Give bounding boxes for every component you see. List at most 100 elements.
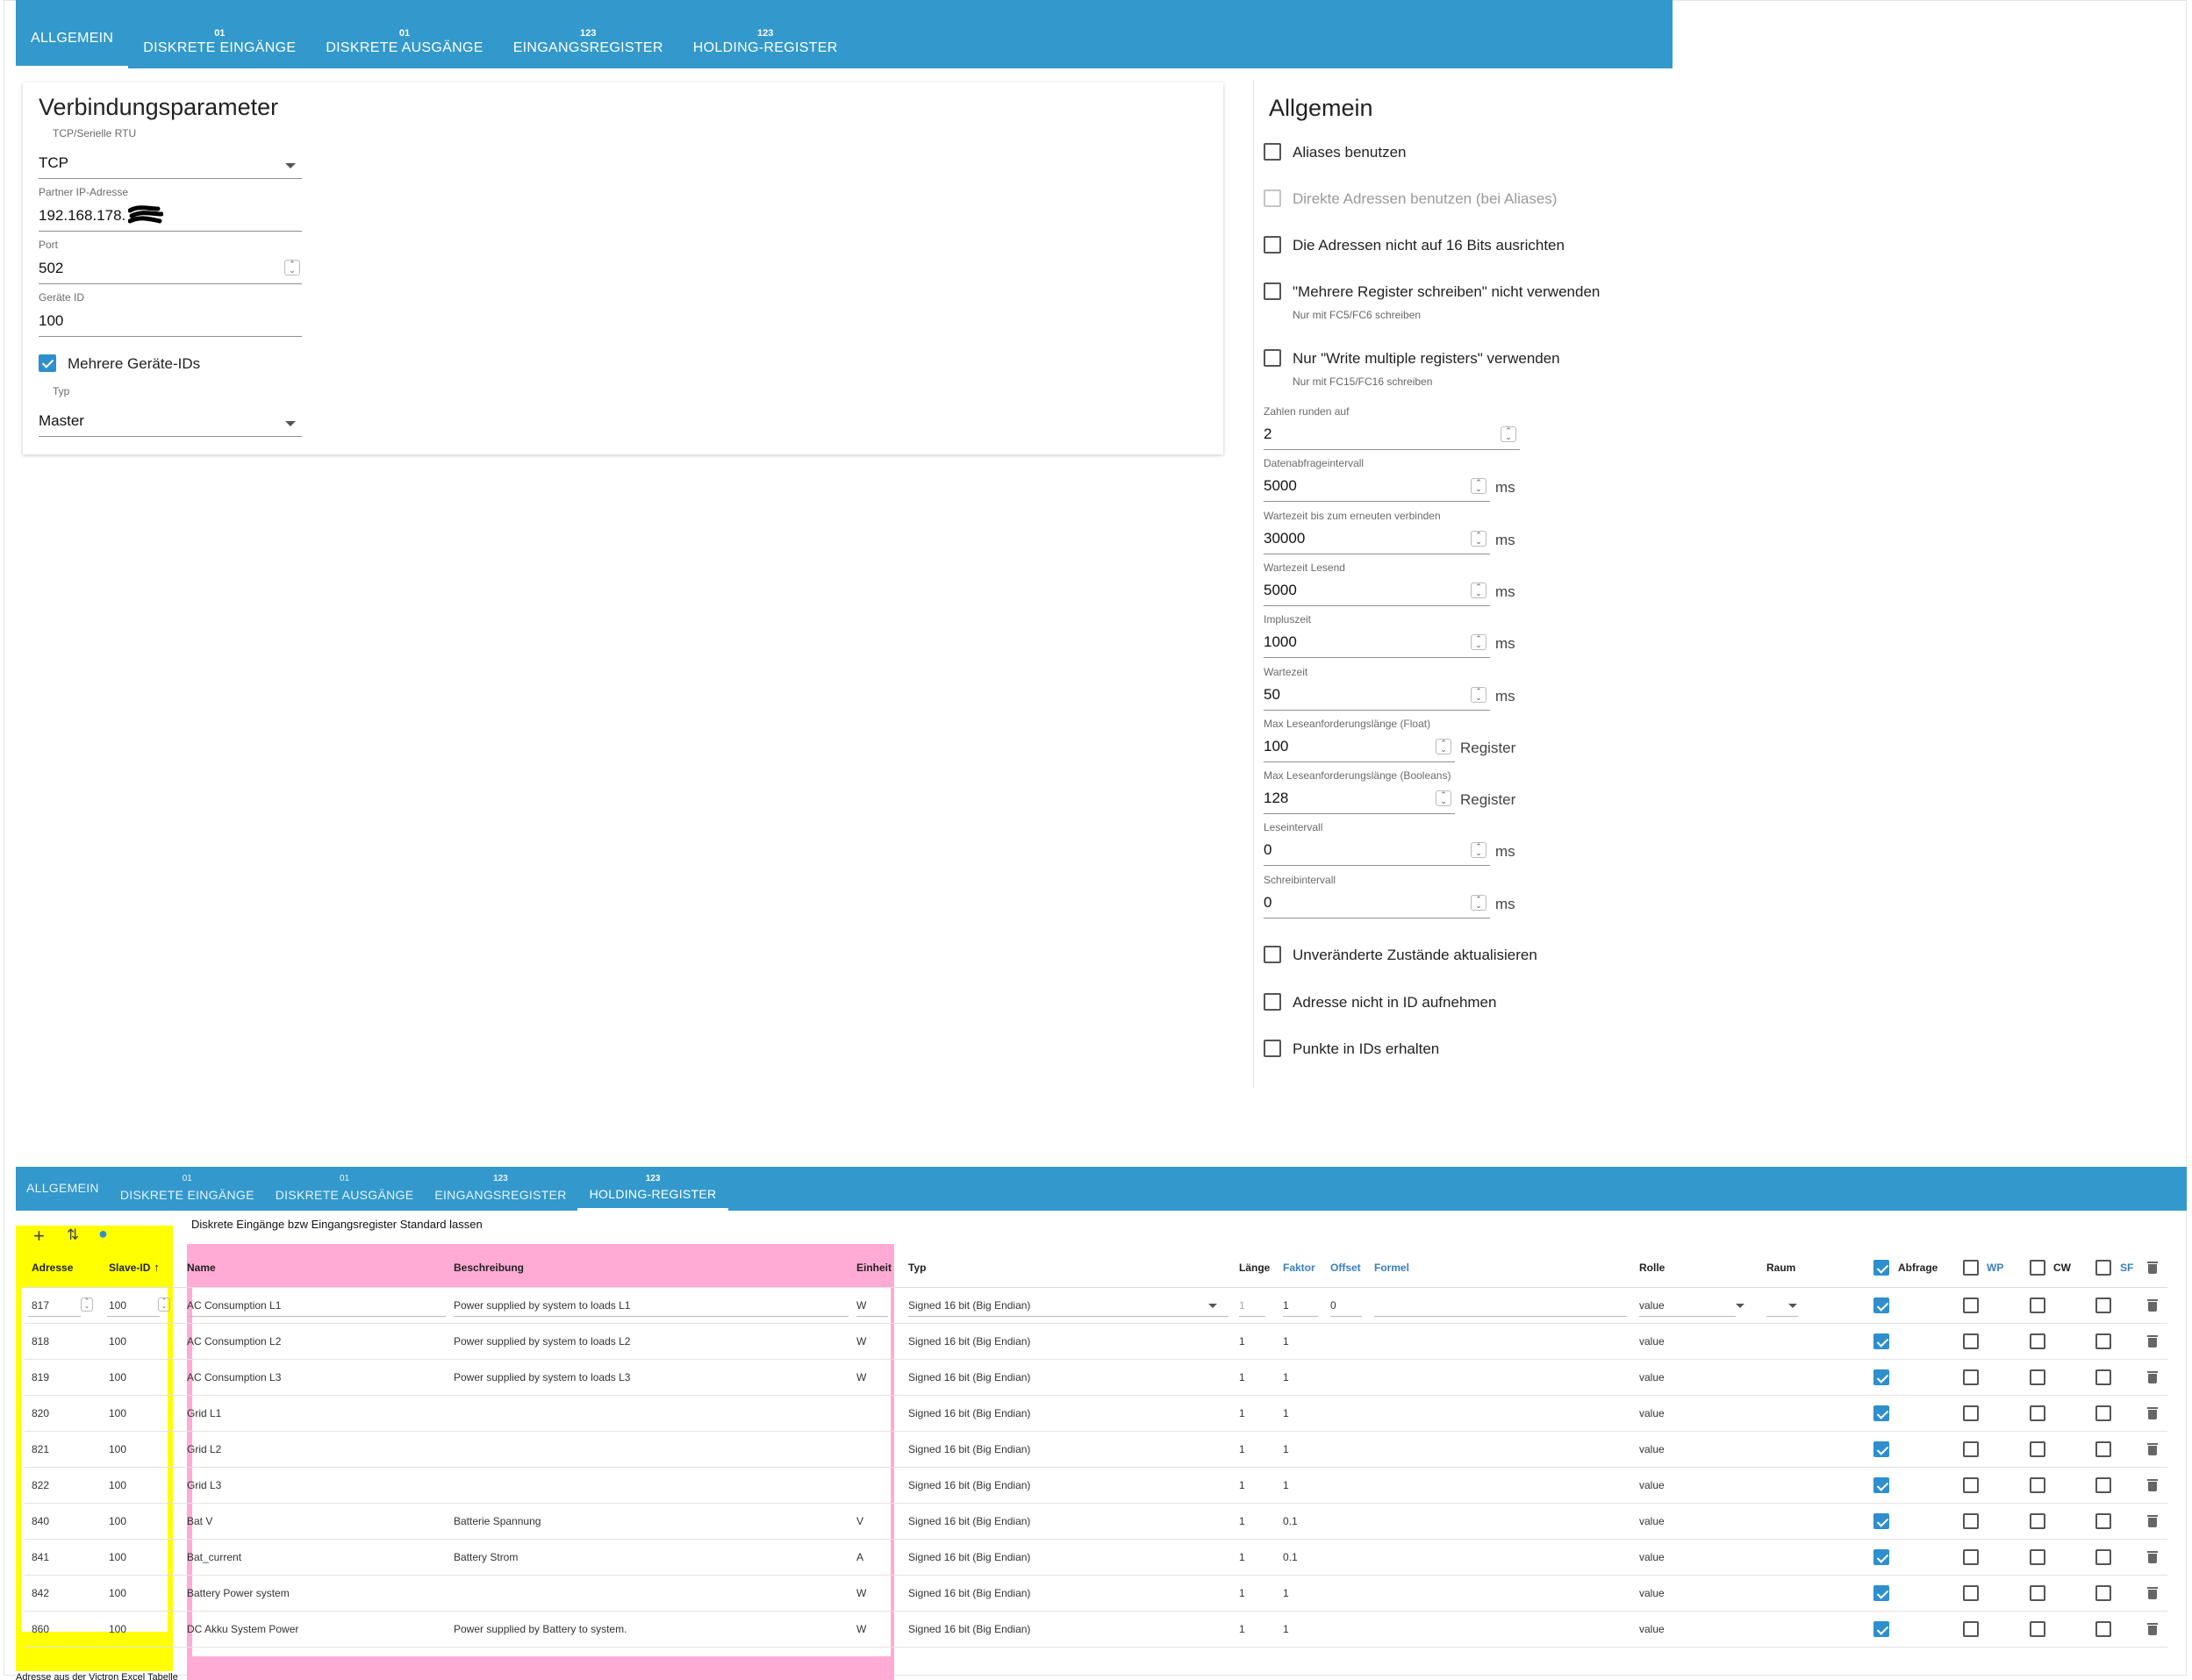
table-row[interactable]: 821 100 Grid L2 Signed 16 bit (Big Endian) 1… bbox=[25, 1432, 2167, 1468]
cell-offset[interactable]: 0 bbox=[1330, 1299, 1336, 1312]
cell-desc[interactable]: Power supplied by system to loads L1 bbox=[454, 1299, 631, 1312]
stepper-icon[interactable]: ⌃ ⌄ bbox=[1471, 634, 1486, 651]
cell-factor[interactable]: 1 bbox=[1283, 1299, 1289, 1312]
poll-checkbox[interactable] bbox=[1873, 1369, 1889, 1385]
multi-ids-checkbox[interactable] bbox=[39, 354, 56, 372]
cell-address[interactable]: 817 bbox=[32, 1299, 50, 1312]
table-row[interactable]: 820 100 Grid L1 Signed 16 bit (Big Endian) 1… bbox=[25, 1396, 2167, 1432]
cw-checkbox[interactable] bbox=[2030, 1477, 2045, 1493]
poll-checkbox[interactable] bbox=[1873, 1621, 1889, 1637]
tab-allgemein[interactable]: ALLGEMEIN bbox=[16, 0, 129, 68]
general-field[interactable]: 50 ⌃ ⌄ ms bbox=[1264, 683, 1515, 711]
stepper-icon[interactable]: ⌃ ⌄ bbox=[81, 1298, 93, 1312]
wp-checkbox[interactable] bbox=[1963, 1405, 1979, 1421]
poll-checkbox[interactable] bbox=[1873, 1585, 1889, 1601]
table-row[interactable]: 822 100 Grid L3 Signed 16 bit (Big Endian) 1… bbox=[25, 1468, 2167, 1504]
general-field[interactable]: 2 ⌃ ⌄ bbox=[1264, 423, 1520, 450]
sf-checkbox[interactable] bbox=[2095, 1405, 2111, 1421]
cw-checkbox[interactable] bbox=[2030, 1585, 2045, 1601]
stepper-icon[interactable]: ⌃ ⌄ bbox=[1471, 582, 1486, 598]
general-field[interactable]: 0 ⌃ ⌄ ms bbox=[1264, 891, 1515, 919]
chevron-down-icon[interactable] bbox=[1788, 1304, 1797, 1308]
col-offset[interactable]: Offset bbox=[1330, 1261, 1361, 1274]
general-checkbox[interactable] bbox=[1264, 946, 1281, 963]
cw-checkbox[interactable] bbox=[2030, 1513, 2045, 1529]
wp-checkbox[interactable] bbox=[1963, 1477, 1979, 1493]
cell-slave[interactable]: 100 bbox=[109, 1299, 127, 1312]
ip-field[interactable]: 192.168.178. bbox=[39, 204, 302, 232]
delete-icon[interactable] bbox=[2147, 1335, 2158, 1348]
device-id-field[interactable]: 100 bbox=[39, 309, 302, 337]
chevron-down-icon[interactable] bbox=[1208, 1304, 1217, 1308]
general-checkbox[interactable] bbox=[1264, 1040, 1281, 1057]
tab-eingangsregister[interactable]: 123 EINGANGSREGISTER bbox=[424, 1167, 577, 1211]
delete-icon[interactable] bbox=[2147, 1551, 2158, 1563]
stepper-icon[interactable]: ⌃ ⌄ bbox=[1436, 738, 1451, 754]
sf-checkbox[interactable] bbox=[2095, 1585, 2111, 1601]
stepper-icon[interactable]: ⌃ ⌄ bbox=[1501, 426, 1516, 442]
cw-checkbox[interactable] bbox=[2030, 1621, 2045, 1637]
poll-checkbox[interactable] bbox=[1873, 1333, 1889, 1349]
tab-allgemein[interactable]: ALLGEMEIN bbox=[16, 1167, 110, 1211]
wp-all-checkbox[interactable] bbox=[1963, 1260, 1979, 1276]
general-checkbox[interactable] bbox=[1264, 349, 1281, 367]
col-unit[interactable]: Einheit bbox=[856, 1261, 892, 1274]
general-field[interactable]: 5000 ⌃ ⌄ ms bbox=[1264, 579, 1515, 606]
poll-all-checkbox[interactable] bbox=[1873, 1260, 1889, 1276]
cell-length[interactable]: 1 bbox=[1239, 1299, 1245, 1312]
col-length[interactable]: Länge bbox=[1239, 1261, 1271, 1274]
sf-checkbox[interactable] bbox=[2095, 1441, 2111, 1457]
wp-checkbox[interactable] bbox=[1963, 1513, 1979, 1529]
port-field[interactable]: 502 ⌃ ⌄ bbox=[39, 256, 302, 284]
poll-checkbox[interactable] bbox=[1873, 1477, 1889, 1493]
sf-checkbox[interactable] bbox=[2095, 1333, 2111, 1349]
table-row[interactable]: 842 100 Battery Power system W Signed 16 bit… bbox=[25, 1576, 2167, 1612]
sf-all-checkbox[interactable] bbox=[2095, 1260, 2111, 1276]
cell-role[interactable]: value bbox=[1639, 1299, 1665, 1312]
type-select[interactable]: Master bbox=[39, 409, 302, 437]
tab-diskrete-ausgaenge[interactable]: 01 DISKRETE AUSGÄNGE bbox=[265, 1167, 425, 1211]
delete-icon[interactable] bbox=[2147, 1299, 2158, 1312]
wp-checkbox[interactable] bbox=[1963, 1585, 1979, 1601]
poll-checkbox[interactable] bbox=[1873, 1441, 1889, 1457]
cw-checkbox[interactable] bbox=[2030, 1333, 2045, 1349]
delete-icon[interactable] bbox=[2147, 1587, 2158, 1599]
delete-icon[interactable] bbox=[2147, 1371, 2158, 1383]
delete-icon[interactable] bbox=[2147, 1515, 2158, 1527]
general-checkbox[interactable] bbox=[1264, 282, 1281, 300]
stepper-icon[interactable]: ⌃ ⌄ bbox=[1471, 894, 1486, 911]
tab-eingangsregister[interactable]: 123 EINGANGSREGISTER bbox=[498, 0, 678, 68]
delete-icon[interactable] bbox=[2147, 1623, 2158, 1635]
general-field[interactable]: 128 ⌃ ⌄ Register bbox=[1264, 787, 1515, 815]
table-row[interactable]: 818 100 AC Consumption L2 Power supplied by… bbox=[25, 1324, 2167, 1360]
general-field[interactable]: 1000 ⌃ ⌄ ms bbox=[1264, 631, 1515, 659]
cw-checkbox[interactable] bbox=[2030, 1298, 2045, 1313]
col-room[interactable]: Raum bbox=[1766, 1261, 1796, 1274]
general-field[interactable]: 30000 ⌃ ⌄ ms bbox=[1264, 527, 1515, 554]
col-address[interactable]: Adresse bbox=[32, 1261, 74, 1274]
poll-checkbox[interactable] bbox=[1873, 1298, 1889, 1313]
col-desc[interactable]: Beschreibung bbox=[454, 1261, 525, 1274]
col-name[interactable]: Name bbox=[187, 1261, 216, 1274]
sf-checkbox[interactable] bbox=[2095, 1621, 2111, 1637]
col-role[interactable]: Rolle bbox=[1639, 1261, 1665, 1274]
col-formula[interactable]: Formel bbox=[1374, 1261, 1410, 1274]
general-checkbox[interactable] bbox=[1264, 236, 1281, 254]
general-checkbox[interactable] bbox=[1264, 189, 1281, 207]
tab-diskrete-ausgaenge[interactable]: 01 DISKRETE AUSGÄNGE bbox=[311, 0, 498, 68]
sf-checkbox[interactable] bbox=[2095, 1477, 2111, 1493]
general-checkbox[interactable] bbox=[1264, 143, 1281, 161]
poll-checkbox[interactable] bbox=[1873, 1405, 1889, 1421]
tab-diskrete-eingaenge[interactable]: 01 DISKRETE EINGÄNGE bbox=[110, 1167, 265, 1211]
stepper-icon[interactable]: ⌃ ⌄ bbox=[1471, 530, 1486, 547]
cw-checkbox[interactable] bbox=[2030, 1405, 2045, 1421]
delete-icon[interactable] bbox=[2147, 1443, 2158, 1455]
stepper-icon[interactable]: ⌃ ⌄ bbox=[158, 1298, 170, 1312]
poll-checkbox[interactable] bbox=[1873, 1513, 1889, 1529]
table-row[interactable]: 860 100 DC Akku System Power Power supplied… bbox=[25, 1612, 2167, 1648]
wp-checkbox[interactable] bbox=[1963, 1333, 1979, 1349]
delete-all-icon[interactable] bbox=[2147, 1262, 2158, 1274]
add-icon[interactable]: + bbox=[33, 1225, 45, 1247]
sf-checkbox[interactable] bbox=[2095, 1298, 2111, 1313]
col-slave[interactable]: Slave-ID ↑ bbox=[109, 1247, 160, 1287]
